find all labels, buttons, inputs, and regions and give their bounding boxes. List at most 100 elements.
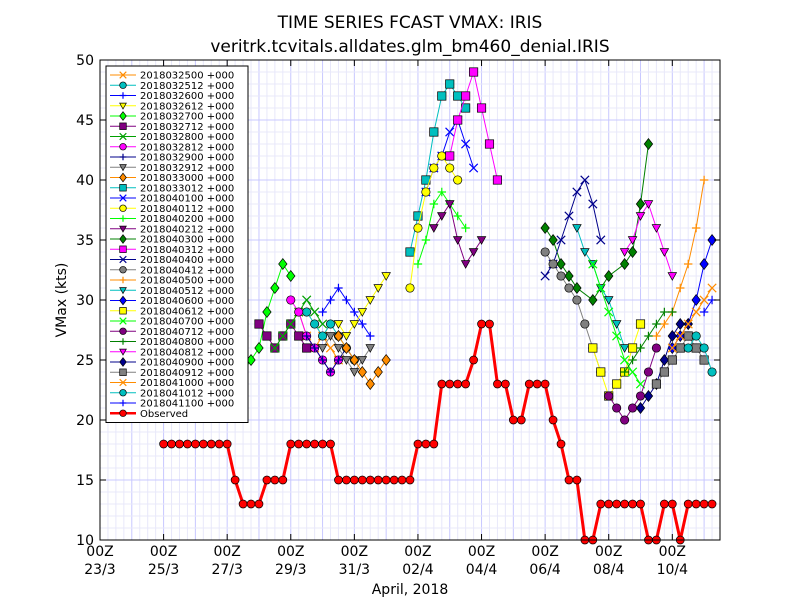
data-point bbox=[310, 319, 320, 329]
data-point bbox=[643, 389, 654, 403]
data-point bbox=[691, 293, 701, 307]
legend-label: 2018032800 +000 bbox=[140, 132, 234, 143]
legend-label: 2018040800 +000 bbox=[140, 337, 234, 348]
data-point bbox=[572, 187, 582, 197]
legend-label: 2018040200 +000 bbox=[140, 214, 234, 225]
data-point bbox=[397, 475, 407, 485]
data-point bbox=[310, 343, 319, 353]
data-point bbox=[429, 127, 439, 137]
legend-entry: 2018032512 +000 bbox=[110, 81, 234, 92]
data-point bbox=[635, 319, 646, 329]
data-point bbox=[278, 257, 288, 271]
x-tick-label: 04/4 bbox=[466, 562, 498, 578]
data-point bbox=[644, 331, 653, 341]
data-point bbox=[588, 199, 598, 209]
legend-label: 2018032712 +000 bbox=[140, 122, 234, 133]
data-point bbox=[651, 379, 661, 389]
data-point bbox=[167, 439, 176, 449]
data-point bbox=[191, 439, 200, 449]
data-point bbox=[453, 379, 463, 389]
legend-label: 2018032912 +000 bbox=[140, 163, 234, 174]
data-point bbox=[508, 415, 518, 425]
legend-label: 2018040700 +000 bbox=[140, 317, 234, 328]
data-point bbox=[317, 344, 328, 353]
data-point bbox=[460, 260, 471, 269]
data-point bbox=[516, 415, 526, 425]
data-point bbox=[254, 499, 264, 509]
data-point bbox=[429, 199, 439, 209]
data-point bbox=[437, 151, 447, 161]
data-point bbox=[596, 235, 606, 245]
data-point bbox=[325, 332, 336, 341]
data-point bbox=[540, 379, 550, 389]
data-point bbox=[341, 332, 352, 341]
legend-entry: 2018032800 +000 bbox=[110, 132, 234, 143]
legend-entry: 2018032700 +000 bbox=[110, 111, 234, 123]
data-point bbox=[318, 331, 328, 341]
data-point bbox=[325, 343, 336, 353]
y-tick-label: 45 bbox=[76, 113, 94, 129]
data-point bbox=[603, 296, 614, 305]
data-point bbox=[294, 331, 304, 341]
legend-label: 2018032700 +000 bbox=[140, 112, 234, 123]
data-point bbox=[683, 331, 693, 341]
y-tick-label: 50 bbox=[76, 53, 94, 69]
data-point bbox=[572, 295, 582, 305]
data-point bbox=[604, 499, 614, 509]
legend-label: 2018032500 +000 bbox=[140, 71, 234, 82]
data-point bbox=[619, 248, 630, 257]
data-point bbox=[350, 475, 359, 485]
data-point bbox=[119, 317, 127, 325]
data-point bbox=[628, 355, 637, 365]
data-point bbox=[358, 319, 367, 329]
data-point bbox=[707, 367, 717, 377]
forecast-series bbox=[333, 272, 391, 341]
data-point bbox=[652, 331, 661, 341]
data-point bbox=[119, 102, 127, 110]
data-point bbox=[635, 401, 646, 415]
legend-entry: 2018040712 +000 bbox=[110, 327, 234, 338]
series-line bbox=[703, 299, 713, 313]
forecast-series bbox=[540, 137, 654, 307]
legend-entry: 2018040400 +000 bbox=[110, 255, 234, 266]
data-point bbox=[318, 307, 327, 317]
data-point bbox=[119, 184, 127, 192]
data-point bbox=[556, 257, 566, 271]
data-point bbox=[278, 475, 288, 485]
data-point bbox=[461, 379, 470, 389]
forecast-series bbox=[317, 332, 376, 377]
data-point bbox=[628, 499, 637, 509]
data-point bbox=[294, 439, 304, 449]
data-point bbox=[572, 281, 582, 295]
data-point bbox=[468, 248, 479, 257]
data-point bbox=[620, 367, 629, 377]
data-point bbox=[326, 439, 335, 449]
data-point bbox=[334, 355, 343, 365]
x-tick-label: 23/3 bbox=[84, 562, 115, 578]
data-point bbox=[476, 236, 487, 245]
data-point bbox=[492, 175, 502, 185]
forecast-series bbox=[683, 331, 717, 377]
forecast-series bbox=[651, 331, 709, 389]
legend-label: 2018040400 +000 bbox=[140, 255, 234, 266]
data-point bbox=[469, 355, 478, 365]
data-point bbox=[691, 499, 701, 509]
data-point bbox=[659, 353, 670, 367]
x-tick-label: 00Z bbox=[86, 544, 113, 560]
data-point bbox=[604, 269, 614, 283]
data-point bbox=[659, 367, 669, 377]
legend-label: 2018040312 +000 bbox=[140, 245, 234, 256]
data-point bbox=[484, 139, 495, 149]
data-point bbox=[643, 200, 654, 209]
x-tick-label: 00Z bbox=[468, 544, 495, 560]
legend-entry: 2018032900 +000 bbox=[110, 153, 234, 164]
data-point bbox=[341, 356, 352, 365]
data-point bbox=[588, 293, 598, 307]
data-point bbox=[540, 271, 550, 281]
legend-entry: Observed bbox=[110, 409, 188, 420]
forecast-series bbox=[333, 329, 391, 391]
data-point bbox=[627, 236, 638, 245]
data-point bbox=[667, 355, 677, 365]
data-point bbox=[612, 499, 622, 509]
data-point bbox=[445, 151, 455, 161]
